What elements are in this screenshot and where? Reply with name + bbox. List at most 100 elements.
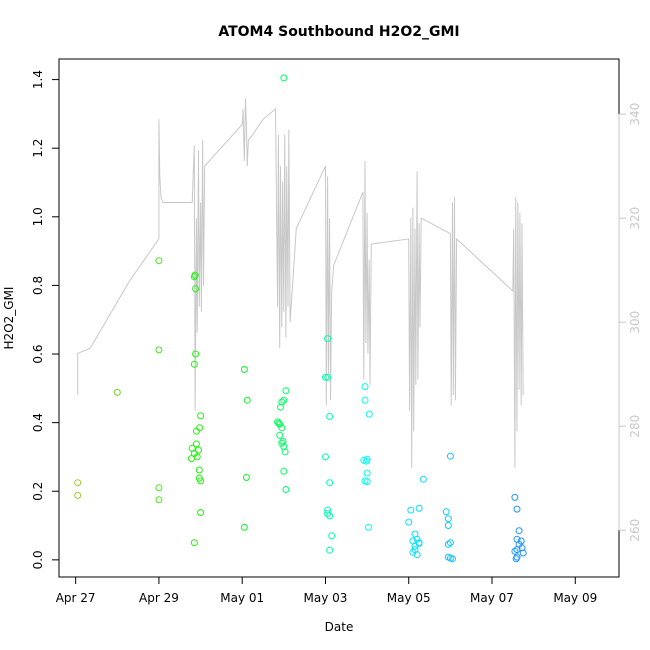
data-point bbox=[155, 257, 163, 265]
data-point bbox=[517, 537, 525, 545]
y-tick-label: 1.4 bbox=[31, 70, 45, 89]
x-tick-label: Apr 29 bbox=[139, 591, 179, 605]
data-point bbox=[282, 387, 290, 395]
data-point bbox=[192, 427, 200, 435]
data-point bbox=[282, 486, 290, 493]
data-point bbox=[197, 412, 205, 420]
y-tick-label: 0.8 bbox=[31, 276, 45, 295]
data-point bbox=[324, 335, 332, 343]
data-point bbox=[281, 448, 289, 456]
data-point bbox=[197, 509, 205, 516]
data-point bbox=[413, 535, 421, 543]
data-point bbox=[442, 508, 450, 516]
y-tick-label: 0.0 bbox=[31, 550, 45, 569]
data-point bbox=[444, 515, 452, 523]
y2-tick-label: 320 bbox=[628, 207, 642, 230]
data-point bbox=[363, 469, 371, 477]
data-point bbox=[278, 424, 286, 432]
data-point bbox=[192, 285, 200, 293]
data-point bbox=[195, 446, 202, 454]
data-point bbox=[278, 398, 286, 406]
data-point bbox=[196, 424, 204, 432]
x-tick-label: May 05 bbox=[387, 591, 431, 605]
data-point bbox=[415, 504, 423, 512]
data-point bbox=[197, 477, 205, 485]
data-point bbox=[113, 388, 121, 396]
data-point bbox=[242, 474, 250, 481]
data-point bbox=[280, 467, 288, 475]
data-point bbox=[193, 453, 201, 461]
data-point bbox=[446, 452, 454, 460]
data-point bbox=[513, 505, 521, 513]
data-point bbox=[276, 420, 284, 428]
data-point bbox=[155, 496, 163, 504]
data-point bbox=[190, 360, 198, 368]
data-point bbox=[446, 539, 454, 547]
data-point bbox=[413, 551, 421, 559]
y-axis-label: H2O2_GMI bbox=[2, 287, 16, 350]
data-point bbox=[326, 413, 334, 420]
data-point bbox=[280, 396, 288, 404]
x-tick-label: May 07 bbox=[470, 591, 514, 605]
data-point bbox=[512, 555, 520, 563]
x-tick-label: May 03 bbox=[304, 591, 348, 605]
data-point bbox=[511, 493, 519, 501]
y-tick-label: 0.4 bbox=[31, 413, 45, 432]
scatter-points-layer bbox=[74, 74, 527, 563]
data-point bbox=[419, 475, 427, 483]
secondary-series-line bbox=[77, 98, 524, 468]
y-tick-label: 1.2 bbox=[31, 139, 45, 158]
y2-tick-label: 260 bbox=[628, 519, 642, 542]
x-tick-label: May 01 bbox=[220, 591, 264, 605]
data-point bbox=[326, 479, 334, 487]
data-point bbox=[515, 527, 523, 535]
data-point bbox=[240, 366, 248, 373]
data-point bbox=[328, 532, 336, 540]
x-tick-label: May 09 bbox=[553, 591, 597, 605]
data-point bbox=[195, 466, 203, 474]
data-point bbox=[326, 512, 334, 520]
data-point bbox=[363, 455, 371, 463]
data-point bbox=[444, 522, 452, 529]
plot-frame bbox=[58, 58, 620, 578]
x-axis-label: Date bbox=[325, 620, 354, 634]
data-point bbox=[280, 443, 288, 451]
data-point bbox=[277, 403, 284, 411]
data-point bbox=[322, 373, 329, 381]
data-point bbox=[191, 271, 199, 279]
y2-tick-label: 340 bbox=[628, 103, 642, 126]
data-point bbox=[361, 383, 369, 391]
data-point bbox=[74, 491, 82, 499]
y-tick-label: 1.0 bbox=[31, 207, 45, 226]
axes-layer: Apr 27 Apr 29 May 01 May 03 May 05 May 07 May … bbox=[31, 70, 642, 605]
data-point bbox=[415, 539, 423, 547]
secondary-line-layer bbox=[77, 98, 524, 468]
y2-tick-label: 280 bbox=[628, 415, 642, 438]
data-point bbox=[322, 453, 329, 461]
data-point bbox=[155, 346, 163, 354]
data-point bbox=[326, 546, 334, 554]
x-tick-label: Apr 27 bbox=[56, 591, 96, 605]
data-point bbox=[192, 350, 200, 358]
data-point bbox=[240, 523, 248, 531]
data-point bbox=[192, 440, 200, 448]
data-point bbox=[276, 431, 284, 439]
data-point bbox=[365, 410, 373, 418]
data-point bbox=[449, 555, 456, 563]
data-point bbox=[513, 546, 521, 554]
data-point bbox=[190, 539, 198, 547]
data-point bbox=[444, 540, 452, 548]
data-point bbox=[519, 549, 527, 557]
data-point bbox=[405, 518, 413, 526]
data-point bbox=[361, 396, 369, 404]
y-tick-label: 0.2 bbox=[31, 482, 45, 501]
data-point bbox=[363, 478, 371, 486]
data-point bbox=[280, 74, 288, 82]
data-point bbox=[155, 484, 163, 492]
data-point bbox=[324, 373, 332, 381]
data-point bbox=[279, 438, 287, 445]
y-tick-label: 0.6 bbox=[31, 344, 45, 363]
data-point bbox=[243, 396, 251, 404]
data-point bbox=[74, 479, 82, 487]
